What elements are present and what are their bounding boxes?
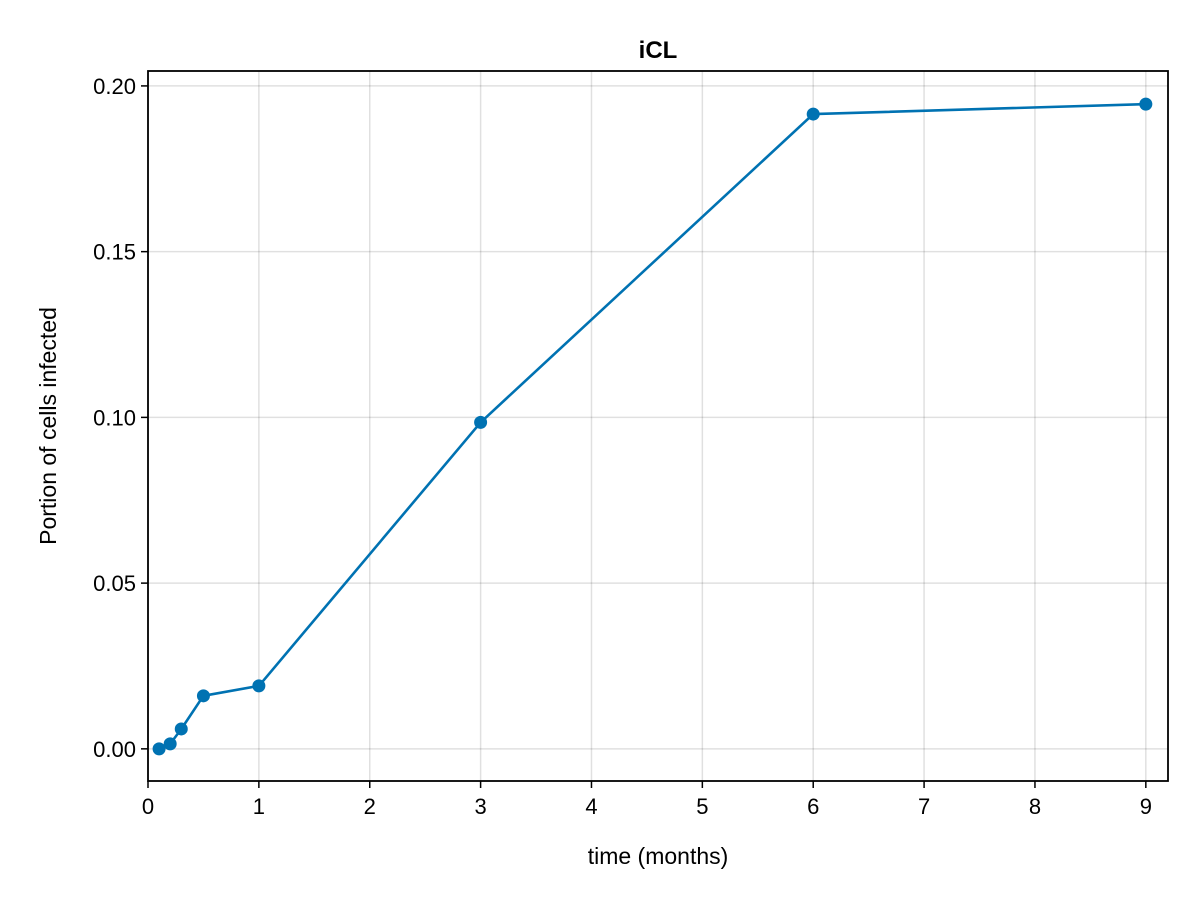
x-axis: 0 1 2 3 4 5 6 7 8 9 <box>142 781 1152 819</box>
y-axis: 0.00 0.05 0.10 0.15 0.20 <box>93 74 148 762</box>
x-tick-label: 8 <box>1029 794 1041 819</box>
data-point <box>163 737 177 751</box>
x-tick-label: 0 <box>142 794 154 819</box>
y-tick-label: 0.05 <box>93 571 136 596</box>
data-point <box>806 107 820 121</box>
y-tick-label: 0.20 <box>93 74 136 99</box>
data-point <box>174 722 188 736</box>
x-tick-label: 9 <box>1140 794 1152 819</box>
data-point <box>252 679 266 693</box>
x-tick-label: 7 <box>918 794 930 819</box>
x-tick-label: 1 <box>253 794 265 819</box>
x-axis-label: time (months) <box>588 843 729 869</box>
data-point <box>474 415 488 429</box>
data-point <box>152 742 166 756</box>
series-line <box>158 102 1146 750</box>
plot-frame <box>147 70 1169 782</box>
x-tick-label: 4 <box>585 794 597 819</box>
y-axis-label: Portion of cells infected <box>35 307 61 545</box>
y-tick-label: 0.15 <box>93 240 136 265</box>
data-point <box>1139 97 1153 111</box>
x-tick-label: 6 <box>807 794 819 819</box>
grid-lines <box>147 71 1168 781</box>
data-series <box>152 97 1153 756</box>
y-tick-label: 0.10 <box>93 405 136 430</box>
data-point <box>196 689 210 703</box>
x-tick-label: 2 <box>364 794 376 819</box>
x-tick-label: 5 <box>696 794 708 819</box>
chart-title: iCL <box>639 37 678 64</box>
x-tick-label: 3 <box>474 794 486 819</box>
y-tick-label: 0.00 <box>93 737 136 762</box>
